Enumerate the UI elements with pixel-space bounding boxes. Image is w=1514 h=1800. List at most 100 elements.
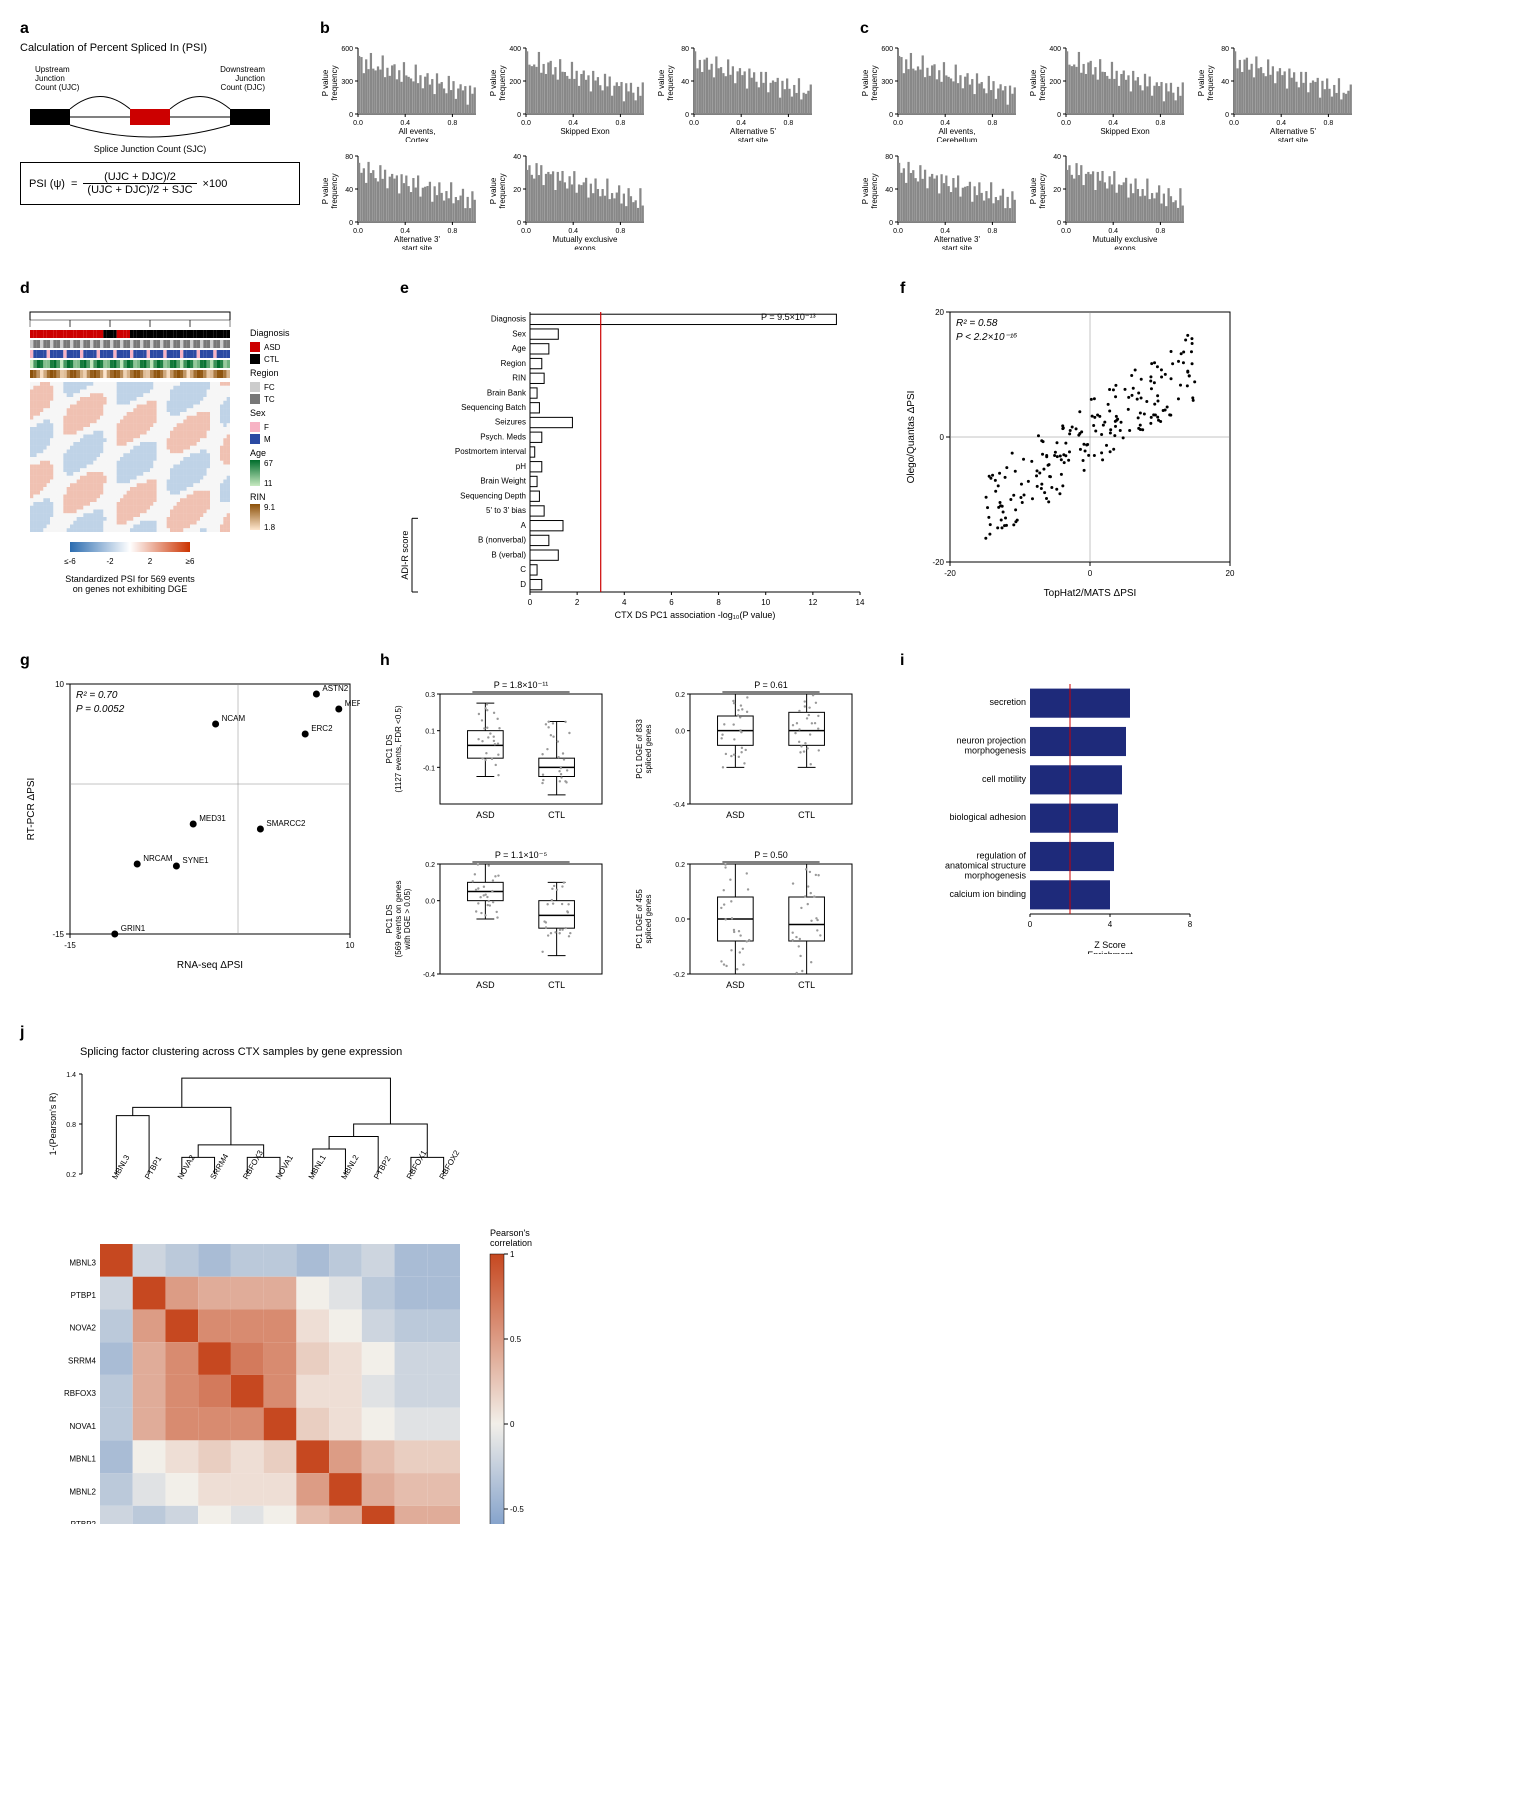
svg-text:P = 0.61: P = 0.61 — [754, 680, 788, 690]
svg-text:Brain Weight: Brain Weight — [480, 477, 526, 486]
svg-text:0.0: 0.0 — [1061, 228, 1071, 235]
svg-text:40: 40 — [681, 79, 689, 86]
svg-text:0.4: 0.4 — [568, 228, 578, 235]
svg-text:P valuefrequency: P valuefrequency — [489, 65, 507, 100]
panel-j-title: Splicing factor clustering across CTX sa… — [80, 1046, 740, 1058]
svg-text:All events,Cortex: All events,Cortex — [399, 127, 436, 142]
svg-text:0.0: 0.0 — [893, 120, 903, 127]
svg-text:8: 8 — [716, 598, 721, 607]
svg-text:M: M — [264, 435, 271, 444]
panel-a: a Calculation of Percent Spliced In (PSI… — [20, 20, 300, 205]
svg-text:0.2: 0.2 — [425, 862, 435, 869]
svg-text:Brain Bank: Brain Bank — [487, 388, 527, 397]
svg-text:P valuefrequency: P valuefrequency — [861, 65, 879, 100]
svg-text:ERC2: ERC2 — [311, 724, 333, 733]
svg-text:MBNL3: MBNL3 — [69, 1258, 96, 1267]
panel-c-label: c — [860, 20, 1380, 38]
svg-text:0.4: 0.4 — [1108, 120, 1118, 127]
svg-text:MBNL3: MBNL3 — [110, 1153, 131, 1181]
heatmap-d: ≤-6-22≥6Standardized PSI for 569 eventso… — [20, 302, 380, 602]
svg-text:neuron projectionmorphogenesis: neuron projectionmorphogenesis — [956, 735, 1026, 755]
svg-text:ASD: ASD — [726, 980, 745, 990]
svg-text:regulation ofanatomical struct: regulation ofanatomical structuremorphog… — [945, 850, 1027, 880]
svg-text:200: 200 — [1049, 79, 1061, 86]
svg-text:≥6: ≥6 — [186, 557, 195, 566]
svg-text:67: 67 — [264, 459, 273, 468]
svg-text:Region: Region — [250, 368, 279, 378]
svg-text:5' to 3' bias: 5' to 3' bias — [486, 506, 526, 515]
svg-text:0.2: 0.2 — [675, 862, 685, 869]
svg-text:Sex: Sex — [512, 329, 526, 338]
svg-text:PC1 DS(569 events on geneswith: PC1 DS(569 events on geneswith DGE > 0.0… — [385, 881, 412, 958]
svg-text:0.0: 0.0 — [675, 917, 685, 924]
svg-text:400: 400 — [509, 46, 521, 53]
svg-text:0.8: 0.8 — [616, 228, 626, 235]
svg-text:0: 0 — [517, 220, 521, 227]
histogram: P valuefrequency020400.00.40.8Mutually e… — [488, 150, 648, 250]
svg-text:0: 0 — [889, 220, 893, 227]
svg-text:0.0: 0.0 — [425, 899, 435, 906]
svg-text:R² = 0.58: R² = 0.58 — [956, 318, 998, 329]
svg-text:40: 40 — [885, 187, 893, 194]
svg-text:0.8: 0.8 — [66, 1122, 76, 1129]
svg-text:C: C — [520, 565, 526, 574]
svg-text:40: 40 — [345, 187, 353, 194]
svg-text:ASD: ASD — [476, 980, 495, 990]
svg-text:P valuefrequency: P valuefrequency — [657, 65, 675, 100]
svg-text:0: 0 — [349, 112, 353, 119]
svg-text:P valuefrequency: P valuefrequency — [1029, 173, 1047, 208]
svg-text:NCAM: NCAM — [222, 714, 246, 723]
svg-text:1.4: 1.4 — [66, 1072, 76, 1079]
svg-text:Region: Region — [501, 359, 526, 368]
svg-text:P = 1.1×10⁻⁵: P = 1.1×10⁻⁵ — [495, 850, 548, 860]
svg-text:10: 10 — [761, 598, 770, 607]
svg-text:SRRM4: SRRM4 — [68, 1356, 97, 1365]
svg-text:P = 9.5×10⁻¹³: P = 9.5×10⁻¹³ — [761, 312, 816, 322]
svg-text:0: 0 — [510, 1420, 515, 1429]
histogram: P valuefrequency040800.00.40.8Alternativ… — [320, 150, 480, 250]
svg-text:calcium ion binding: calcium ion binding — [949, 889, 1026, 899]
svg-text:0.4: 0.4 — [736, 120, 746, 127]
svg-text:Seizures: Seizures — [495, 418, 526, 427]
histogram: P valuefrequency02004000.00.40.8Skipped … — [488, 42, 648, 142]
panel-b-label: b — [320, 20, 840, 38]
svg-text:0.8: 0.8 — [988, 120, 998, 127]
panel-j: j Splicing factor clustering across CTX … — [20, 1024, 740, 1524]
svg-text:PC1 DGE of 833spliced genes: PC1 DGE of 833spliced genes — [635, 719, 653, 779]
svg-text:300: 300 — [341, 79, 353, 86]
svg-text:-20: -20 — [944, 569, 956, 578]
svg-text:GRIN1: GRIN1 — [121, 924, 146, 933]
svg-text:4: 4 — [1108, 920, 1113, 929]
svg-text:Pearson'scorrelation: Pearson'scorrelation — [490, 1228, 532, 1248]
svg-text:-15: -15 — [52, 930, 64, 939]
svg-text:0.0: 0.0 — [689, 120, 699, 127]
svg-text:TC: TC — [264, 395, 275, 404]
panel-a-title: Calculation of Percent Spliced In (PSI) — [20, 42, 300, 54]
svg-text:D: D — [520, 580, 526, 589]
svg-text:RIN: RIN — [512, 374, 526, 383]
svg-text:Skipped Exon: Skipped Exon — [560, 127, 609, 136]
svg-text:0.0: 0.0 — [521, 120, 531, 127]
svg-text:ASD: ASD — [264, 343, 281, 352]
svg-text:300: 300 — [881, 79, 893, 86]
svg-text:0: 0 — [528, 598, 533, 607]
svg-text:PTBP1: PTBP1 — [71, 1291, 97, 1300]
panel-d-label: d — [20, 280, 380, 298]
boxplot: -0.40.00.2PC1 DS(569 events on geneswith… — [380, 844, 610, 994]
svg-text:0.2: 0.2 — [675, 692, 685, 699]
svg-text:Z ScoreEnrichment: Z ScoreEnrichment — [1087, 940, 1133, 954]
svg-text:10: 10 — [346, 941, 355, 950]
svg-text:secretion: secretion — [989, 697, 1026, 707]
svg-text:0.5: 0.5 — [510, 1335, 522, 1344]
svg-text:PTBP2: PTBP2 — [372, 1154, 393, 1181]
svg-text:MEF2D: MEF2D — [345, 699, 360, 708]
svg-text:Alternative 3'start site: Alternative 3'start site — [934, 235, 980, 250]
svg-text:P = 0.50: P = 0.50 — [754, 850, 788, 860]
svg-text:PTBP2: PTBP2 — [71, 1520, 97, 1524]
svg-text:MBNL2: MBNL2 — [339, 1153, 360, 1181]
svg-text:RNA-seq ΔPSI: RNA-seq ΔPSI — [177, 960, 243, 971]
svg-text:RBFOX3: RBFOX3 — [64, 1389, 97, 1398]
svg-text:ASTN2: ASTN2 — [322, 684, 348, 693]
svg-text:RBFOX1: RBFOX1 — [405, 1148, 429, 1181]
svg-text:-15: -15 — [64, 941, 76, 950]
